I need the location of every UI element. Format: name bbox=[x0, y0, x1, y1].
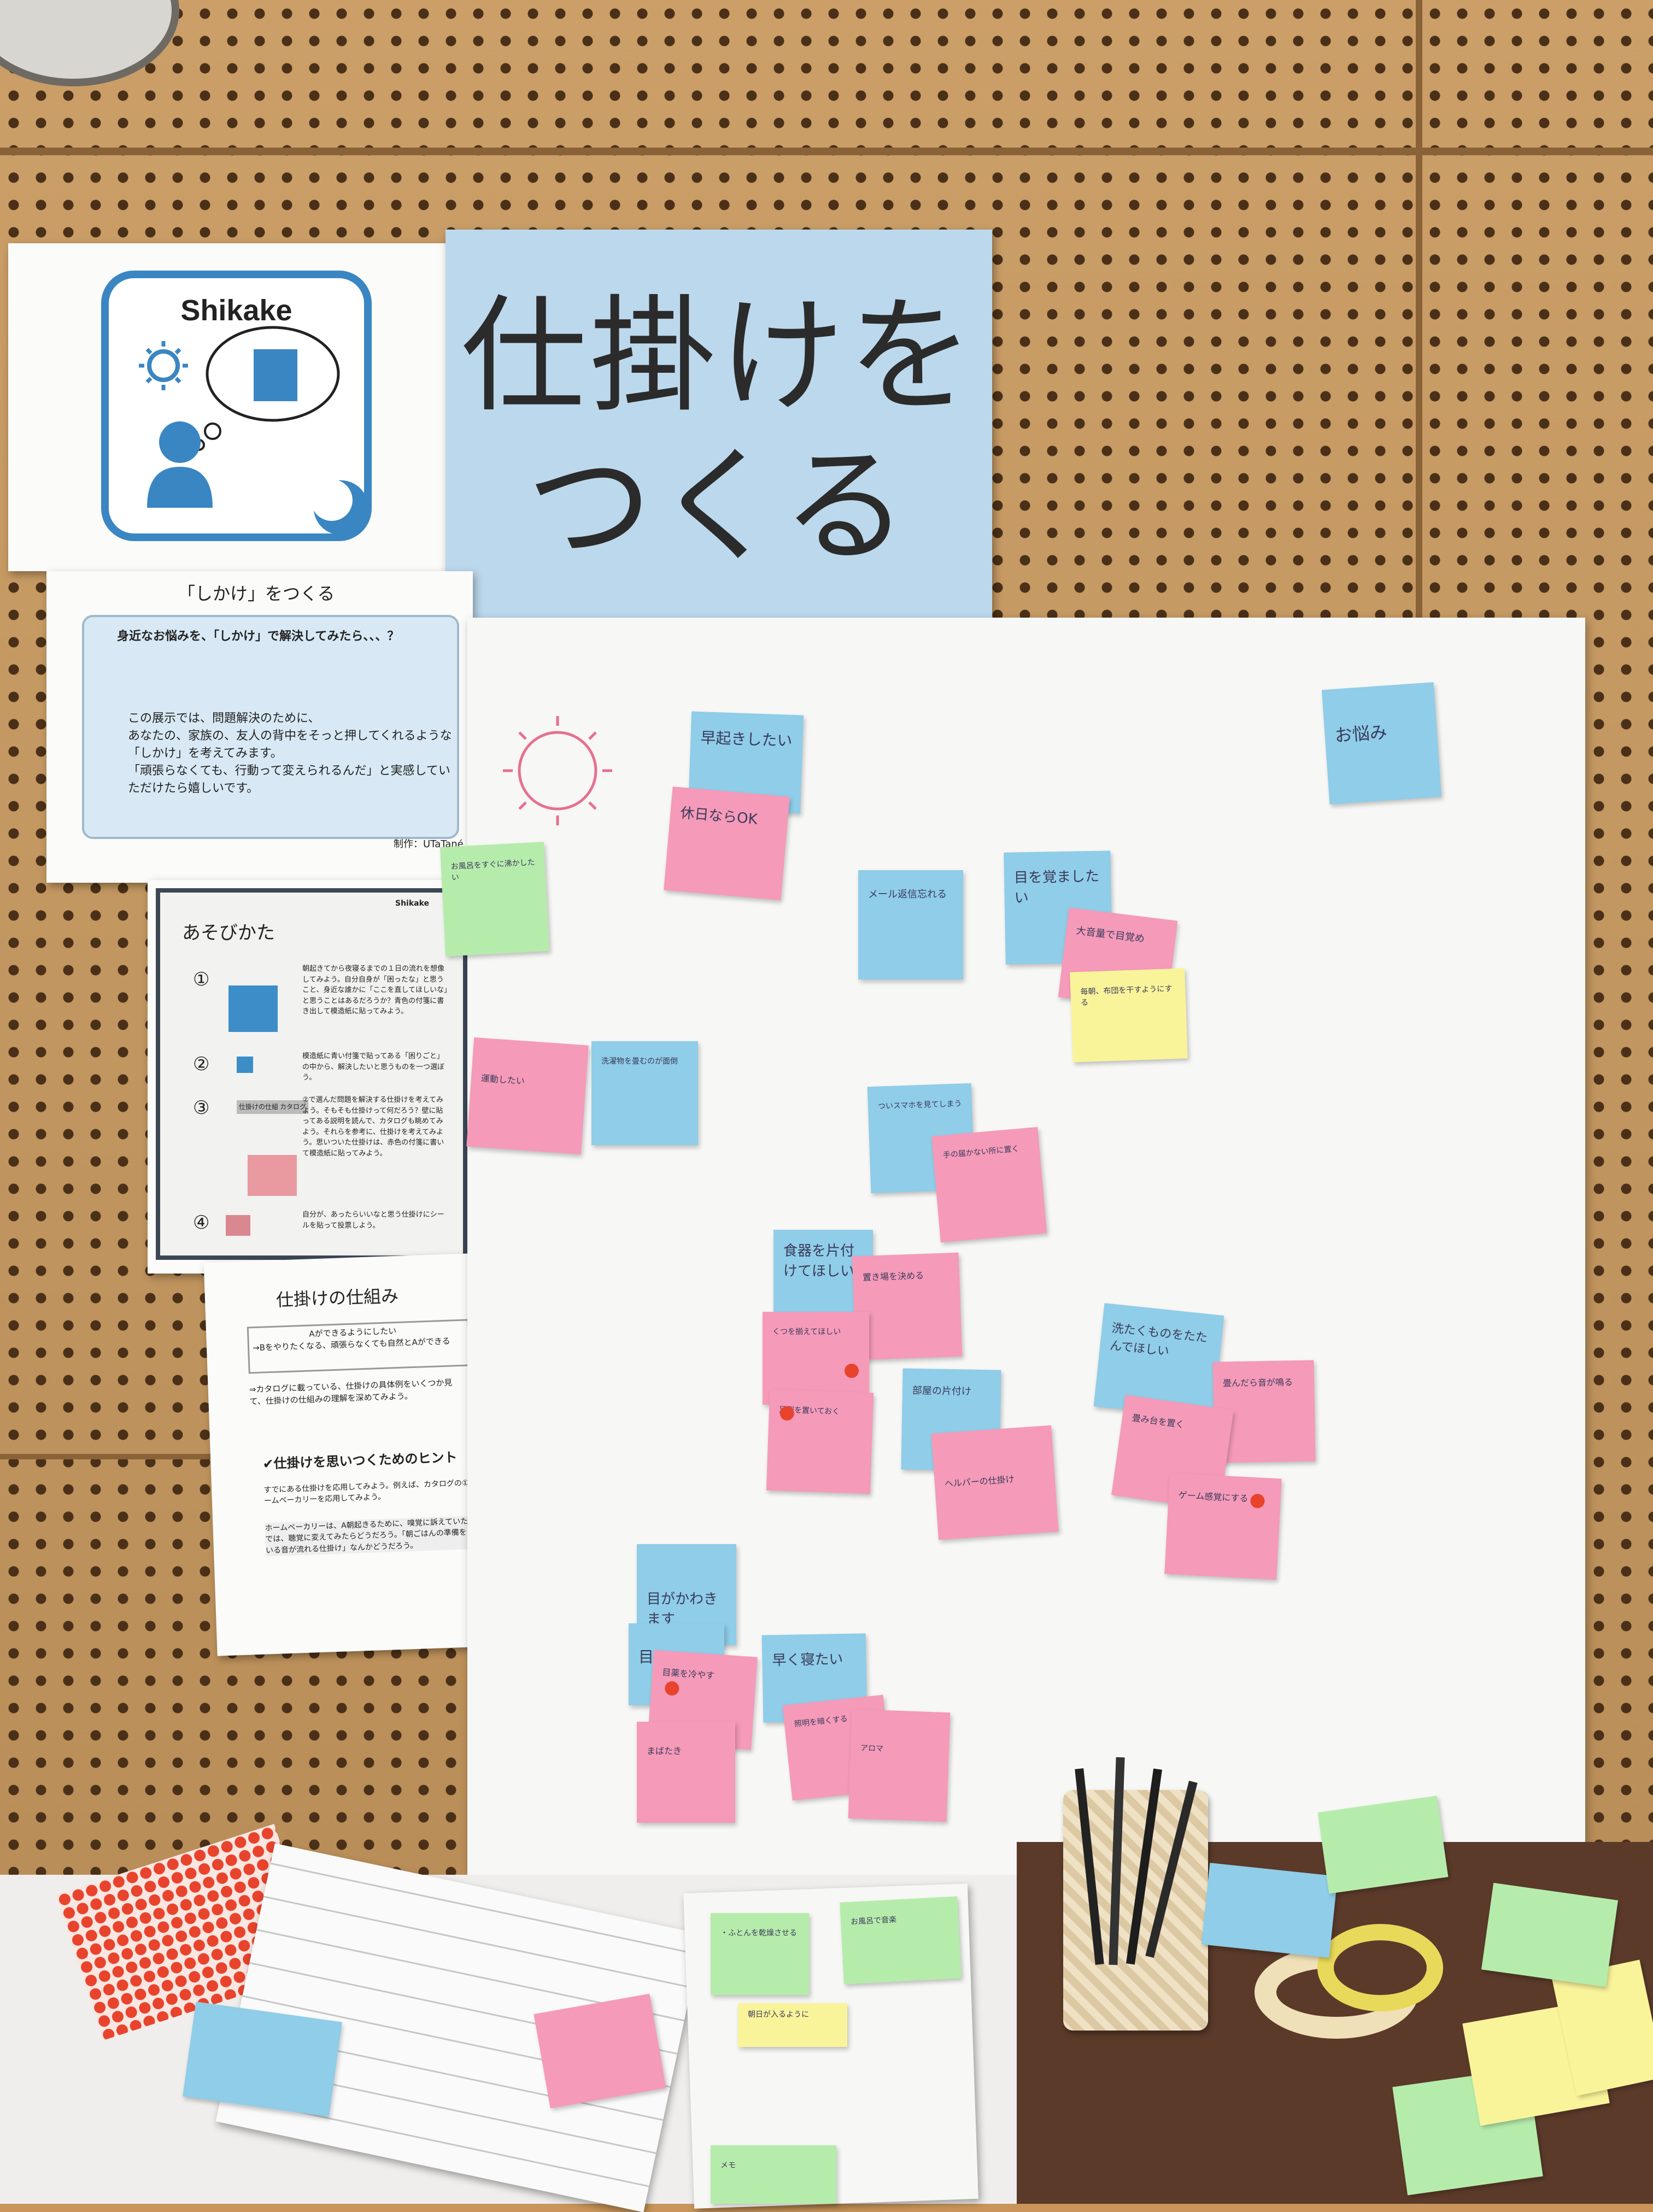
logo-word: Shikake bbox=[180, 294, 292, 327]
step-3-label-b: カタログ bbox=[278, 1100, 309, 1114]
note-33: メモ bbox=[711, 2145, 836, 2204]
mechanism-body: ⇒カタログに載っている、仕掛けの具体例をいくつか見て、仕掛けの仕組みの理解を深め… bbox=[249, 1377, 453, 1407]
pen-basket bbox=[1063, 1757, 1208, 2031]
table-note-green-1 bbox=[1317, 1796, 1449, 1894]
table-note-blue bbox=[1201, 1863, 1338, 1958]
note-26: まばたき bbox=[637, 1722, 735, 1823]
step-2-num: ② bbox=[193, 1053, 210, 1075]
step-1-text: 朝起きてから夜寝るまでの１日の流れを想像してみよう。自分自身が「困ったな」と思う… bbox=[302, 965, 448, 1016]
note-15: くつを揃えてほしい bbox=[763, 1312, 869, 1405]
note-3: お悩み bbox=[1321, 682, 1442, 805]
step-2-text: 模造紙に青い付箋で貼ってある「困りごと」の中から、解決したいと思うものを一つ選ぼ… bbox=[302, 1052, 445, 1082]
logo-illustration-icon bbox=[139, 326, 364, 533]
wall-seam-horizontal bbox=[0, 148, 1653, 155]
description-scroll: 身近なお悩みを、「しかけ」で解決してみたら、、、？ この展示では、問題解決のため… bbox=[82, 615, 459, 839]
title-line-1: 仕掛けを bbox=[460, 284, 977, 430]
hint-heading: ✔仕掛けを思いつくためのヒント bbox=[262, 1450, 458, 1472]
shikake-logo: Shikake bbox=[101, 271, 372, 541]
sticky-pad-blue bbox=[183, 2002, 342, 2117]
mechanism-box: Aができるようにしたい →Bをやりたくなる、頑張らなくても自然とAができる bbox=[247, 1319, 471, 1374]
note-32: 朝日が入るように bbox=[738, 2003, 847, 2047]
title-card: 仕掛けを つくる bbox=[446, 230, 992, 626]
description-body-2: あなたの、家族の、友人の背中をそっと押してくれるような bbox=[128, 729, 452, 743]
hint-example: ホームベーカリーは、A朝起きるために、嗅覚に訴えていた→今では、聴覚に変えてみた… bbox=[265, 1515, 485, 1557]
wall-seam-vertical bbox=[1416, 0, 1422, 629]
description-body-3: 「しかけ」を考えてみます。 bbox=[128, 747, 283, 760]
step-3-text: ②で選んだ問題を解決する仕掛けを考えてみよう。そもそも仕掛けって何だろう？壁に貼… bbox=[302, 1096, 444, 1158]
step-1-sticky-icon bbox=[228, 985, 278, 1032]
note-9: 運動したい bbox=[466, 1037, 589, 1155]
note-29: アロマ bbox=[848, 1709, 951, 1822]
description-lead: 身近なお悩みを、「しかけ」で解決してみたら、、、？ bbox=[117, 630, 400, 643]
step-4-text: 自分が、あったらいいなと思う仕掛けにシールを貼って投票しよう。 bbox=[302, 1211, 444, 1230]
note-4: メール返信忘れる bbox=[858, 870, 963, 979]
note-8: お風呂をすぐに沸かしたい bbox=[439, 842, 550, 957]
step-3-sticky-icon bbox=[248, 1155, 297, 1196]
description-heading: 「しかけ」をつくる bbox=[178, 583, 335, 604]
step-2-sticky-icon bbox=[237, 1057, 253, 1073]
note-18: ヘルパーの仕掛け bbox=[931, 1425, 1059, 1540]
table-note-green-3 bbox=[1481, 1882, 1619, 1987]
step-4-sticky-icon bbox=[226, 1215, 250, 1236]
howto-logo-word: Shikake bbox=[395, 899, 430, 908]
note-12: 手の届かない所に置く bbox=[931, 1126, 1047, 1243]
note-22: ゲーム感覚にする bbox=[1164, 1472, 1282, 1580]
note-31: お風呂で音楽 bbox=[840, 1896, 962, 1985]
note-30: ・ふとんを乾燥させる bbox=[711, 1913, 809, 1995]
yellow-tape-roll bbox=[1317, 1924, 1443, 2011]
step-4-num: ④ bbox=[193, 1212, 210, 1234]
description-body-5: ただけたら嬉しいです。 bbox=[128, 782, 259, 795]
description-body-1: この展示では、問題解決のために、 bbox=[128, 712, 320, 725]
step-3-label-a: 仕掛けの仕組 bbox=[237, 1100, 281, 1114]
step-3-num: ③ bbox=[193, 1097, 210, 1119]
howto-frame: あそびかた Shikake ① 朝起きてから夜寝るまでの１日の流れを想像してみよ… bbox=[156, 888, 467, 1260]
note-2: 休日ならOK bbox=[664, 786, 790, 901]
title-line-2: つくる bbox=[526, 434, 911, 580]
note-7: 毎朝、布団を干すようにする bbox=[1070, 968, 1188, 1063]
step-1-num: ① bbox=[193, 969, 210, 990]
howto-heading: あそびかた bbox=[182, 922, 275, 944]
description-body-4: 「頑張らなくても、行動って変えられるんだ」と実感してい bbox=[128, 764, 450, 778]
note-10: 洗濯物を畳むのが面倒 bbox=[591, 1041, 698, 1145]
mechanism-heading: 仕掛けの仕組み bbox=[276, 1285, 399, 1311]
pen-1 bbox=[1075, 1768, 1104, 1965]
sticky-pad-pink bbox=[534, 1993, 666, 2109]
note-16: 足型を置いておく bbox=[766, 1389, 874, 1494]
sun-drawing-icon bbox=[503, 716, 612, 825]
hint-body: すでにある仕掛けを応用してみよう。例えば、カタログの①ホームベーカリーを応用して… bbox=[263, 1478, 477, 1506]
